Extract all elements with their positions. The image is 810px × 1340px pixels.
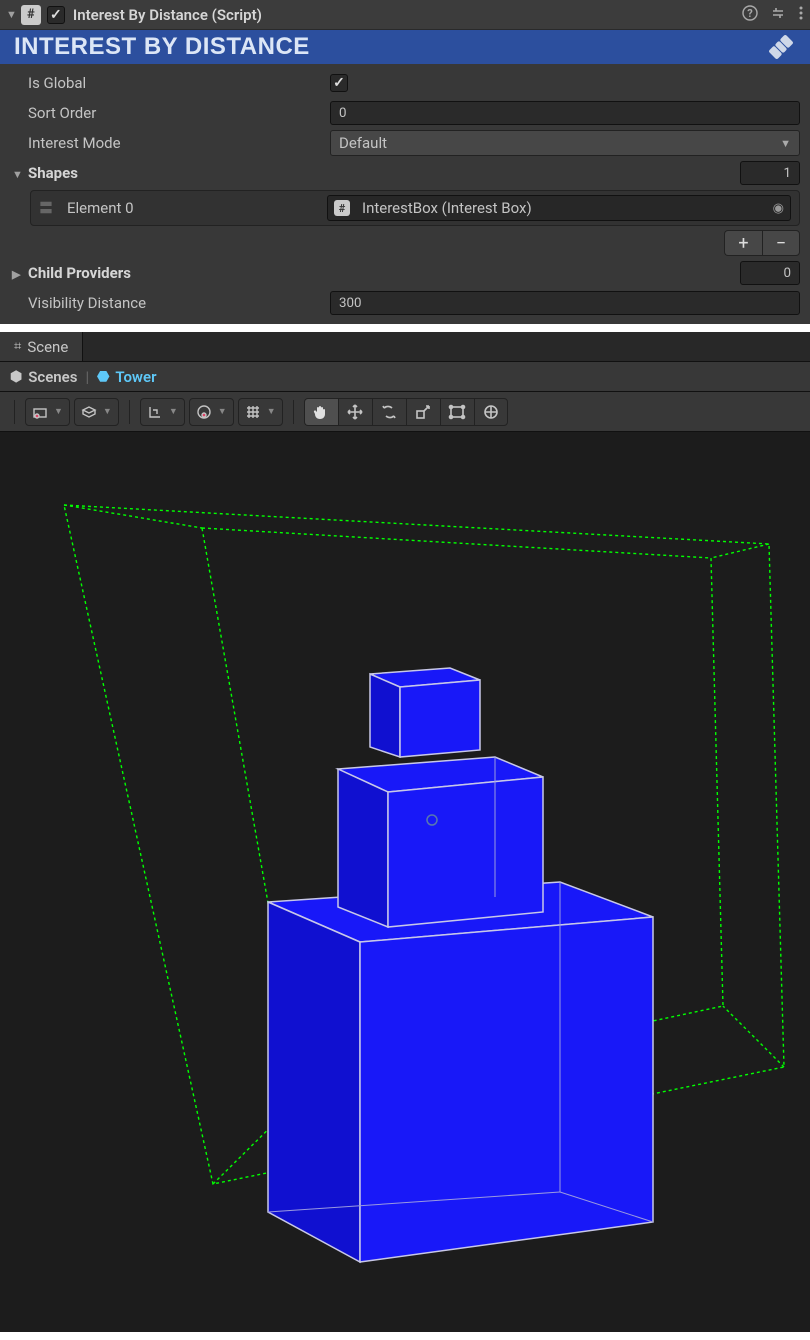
add-element-button[interactable]: + — [724, 230, 762, 256]
array-element: 〓 Element 0 # InterestBox (Interest Box)… — [30, 190, 800, 226]
select-value: Default — [339, 134, 387, 152]
drag-handle-icon[interactable]: 〓 — [39, 198, 51, 218]
foldout-toggle-icon[interactable]: ▼ — [6, 8, 17, 21]
prop-label: Shapes — [28, 164, 78, 182]
breadcrumb-active[interactable]: ⬣ Tower — [97, 368, 156, 386]
banner-icon — [766, 32, 796, 62]
prefab-icon: ⬣ — [97, 369, 109, 385]
scene-asset-icon: ⬢ — [10, 369, 22, 385]
remove-element-button[interactable]: − — [762, 230, 800, 256]
tool-local-button[interactable]: ▼ — [189, 398, 234, 426]
svg-text:?: ? — [747, 7, 753, 20]
script-icon: # — [21, 5, 41, 25]
cube-top — [370, 668, 480, 757]
tool-move-button[interactable] — [338, 398, 372, 426]
tab-label: Scene — [27, 338, 68, 356]
tool-rotate-button[interactable] — [372, 398, 406, 426]
scene-toolbar: ▼ ▼ ▼ ▼ ▼ — [0, 392, 810, 432]
property-area: Is Global Sort Order Interest Mode Defau… — [0, 64, 810, 324]
child-providers-size-input[interactable] — [740, 261, 800, 285]
object-picker-icon[interactable]: ◉ — [773, 201, 784, 216]
scene-breadcrumb: ⬢ Scenes | ⬣ Tower — [0, 362, 810, 392]
prop-label: Child Providers — [28, 264, 131, 282]
visibility-distance-input[interactable] — [330, 291, 800, 315]
prop-label: Sort Order — [10, 104, 330, 122]
prop-shapes: ▼Shapes — [10, 158, 800, 188]
prop-sort-order: Sort Order — [10, 98, 800, 128]
shapes-size-input[interactable] — [740, 161, 800, 185]
inspector-panel: ▼ # Interest By Distance (Script) ? INTE… — [0, 0, 810, 324]
tool-scale-button[interactable] — [406, 398, 440, 426]
component-title: Interest By Distance (Script) — [73, 6, 742, 24]
element-label: Element 0 — [67, 199, 327, 217]
prop-child-providers: ▶Child Providers — [10, 258, 800, 288]
prop-is-global: Is Global — [10, 68, 800, 98]
prop-label: Is Global — [10, 74, 330, 92]
interest-mode-select[interactable]: Default ▼ — [330, 130, 800, 156]
component-banner: INTEREST BY DISTANCE — [0, 30, 810, 64]
is-global-checkbox[interactable] — [330, 74, 348, 92]
tool-pivot-button[interactable]: ▼ — [140, 398, 185, 426]
prop-interest-mode: Interest Mode Default ▼ — [10, 128, 800, 158]
tool-draw-mode-button[interactable]: ▼ — [74, 398, 119, 426]
scene-tab-icon: ⌗ — [14, 339, 21, 354]
panel-divider — [0, 324, 810, 332]
script-icon: # — [334, 200, 350, 216]
prop-label: Visibility Distance — [10, 294, 330, 312]
banner-title: INTEREST BY DISTANCE — [14, 33, 310, 61]
foldout-toggle-icon[interactable]: ▼ — [12, 168, 26, 181]
object-field[interactable]: # InterestBox (Interest Box) ◉ — [327, 195, 791, 221]
tower-cubes — [268, 668, 653, 1262]
array-buttons: + − — [30, 230, 800, 256]
context-menu-icon[interactable] — [798, 5, 804, 25]
enable-checkbox[interactable] — [47, 6, 65, 24]
cube-base — [268, 882, 653, 1262]
cube-mid — [338, 757, 543, 927]
breadcrumb-root[interactable]: ⬢ Scenes — [10, 368, 77, 386]
chevron-down-icon: ▼ — [780, 137, 791, 150]
preset-icon[interactable] — [770, 5, 786, 25]
tool-grid-button[interactable]: ▼ — [238, 398, 283, 426]
foldout-toggle-icon[interactable]: ▶ — [12, 268, 26, 281]
tab-scene[interactable]: ⌗ Scene — [0, 332, 83, 361]
tool-hand-button[interactable] — [304, 398, 338, 426]
breadcrumb-separator: | — [85, 368, 89, 386]
scene-viewport[interactable] — [0, 432, 810, 1332]
tool-rect-button[interactable] — [440, 398, 474, 426]
help-icon[interactable]: ? — [742, 5, 758, 25]
scene-tabs: ⌗ Scene — [0, 332, 810, 362]
tool-transform-button[interactable] — [474, 398, 508, 426]
prop-visibility-distance: Visibility Distance — [10, 288, 800, 318]
object-name: InterestBox (Interest Box) — [362, 199, 532, 217]
scene-panel: ⌗ Scene ⬢ Scenes | ⬣ Tower ▼ ▼ ▼ ▼ ▼ — [0, 332, 810, 1332]
tool-visibility-button[interactable]: ▼ — [25, 398, 70, 426]
component-header[interactable]: ▼ # Interest By Distance (Script) ? — [0, 0, 810, 30]
sort-order-input[interactable] — [330, 101, 800, 125]
prop-label: Interest Mode — [10, 134, 330, 152]
